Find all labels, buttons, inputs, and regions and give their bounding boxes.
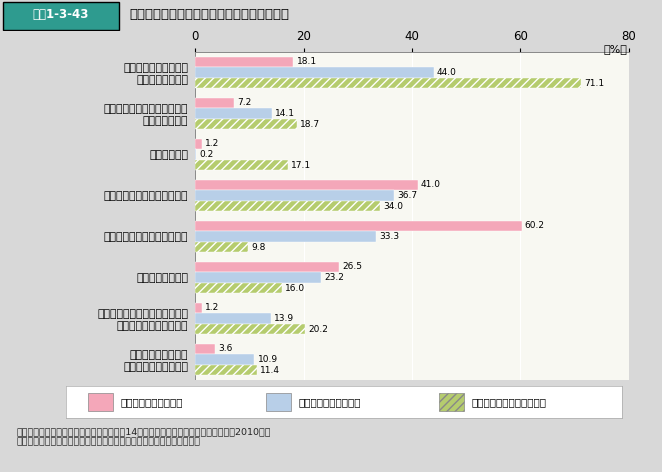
- Bar: [195, 67, 434, 77]
- Text: 11.4: 11.4: [260, 366, 280, 375]
- Text: 34.0: 34.0: [383, 202, 402, 211]
- Bar: [195, 98, 234, 108]
- Text: 26.5: 26.5: [342, 262, 362, 271]
- Bar: [195, 365, 257, 375]
- Text: 33.3: 33.3: [379, 232, 399, 241]
- Bar: [195, 119, 297, 129]
- Bar: [195, 149, 197, 160]
- Text: 0.2: 0.2: [200, 150, 214, 159]
- Bar: [195, 231, 376, 242]
- Bar: [195, 272, 321, 283]
- Text: 7.2: 7.2: [238, 98, 252, 107]
- Text: 13.9: 13.9: [274, 314, 294, 323]
- Text: 18.7: 18.7: [300, 120, 320, 129]
- Bar: [195, 344, 214, 354]
- Text: 17.1: 17.1: [291, 160, 311, 170]
- Bar: [195, 324, 305, 334]
- Bar: [195, 313, 271, 324]
- Text: 36.7: 36.7: [397, 191, 418, 200]
- Text: 理想２人以上予定１人: 理想２人以上予定１人: [299, 396, 361, 407]
- Text: 予定子ども数別の理想子ども数を下回る理由: 予定子ども数別の理想子ども数を下回る理由: [129, 8, 289, 21]
- Text: 理想１人以上予定０人: 理想１人以上予定０人: [120, 396, 183, 407]
- Text: （%）: （%）: [604, 44, 628, 54]
- Bar: [195, 57, 293, 67]
- Bar: [195, 261, 339, 272]
- Text: 9.8: 9.8: [252, 243, 266, 252]
- Bar: [195, 190, 394, 201]
- Text: 20.2: 20.2: [308, 325, 328, 334]
- Text: 理想３人以上予定２人以上: 理想３人以上予定２人以上: [471, 396, 546, 407]
- Bar: [89, 393, 113, 411]
- Bar: [195, 283, 282, 293]
- Bar: [195, 201, 379, 211]
- Bar: [195, 160, 288, 170]
- Bar: [195, 303, 202, 313]
- Text: 3.6: 3.6: [218, 344, 232, 353]
- Text: 41.0: 41.0: [421, 180, 441, 189]
- Text: 60.2: 60.2: [525, 221, 545, 230]
- Text: 1.2: 1.2: [205, 303, 219, 312]
- Bar: [195, 78, 581, 88]
- Text: 10.9: 10.9: [258, 355, 278, 364]
- Text: 23.2: 23.2: [324, 273, 344, 282]
- Text: 14.1: 14.1: [275, 109, 295, 118]
- Text: 18.1: 18.1: [297, 57, 317, 66]
- FancyBboxPatch shape: [3, 1, 119, 30]
- Text: 16.0: 16.0: [285, 284, 305, 293]
- Bar: [195, 108, 271, 118]
- Bar: [195, 139, 202, 149]
- Bar: [195, 179, 418, 190]
- Text: 44.0: 44.0: [437, 68, 457, 77]
- Bar: [195, 242, 248, 253]
- Bar: [439, 393, 464, 411]
- Text: 図表1-3-43: 図表1-3-43: [32, 8, 89, 21]
- Text: 1.2: 1.2: [205, 139, 219, 148]
- Bar: [195, 220, 522, 231]
- Bar: [266, 393, 291, 411]
- Bar: [195, 354, 254, 364]
- Text: 71.1: 71.1: [584, 79, 604, 88]
- Text: 資料：国立社会保障・人口問題研究所「第14回出生動向基本調査（夫婦調査）」（2010年）
（注）　対象は、予定子ども数が理想子ども数を下回る初婚同士の夫婦: 資料：国立社会保障・人口問題研究所「第14回出生動向基本調査（夫婦調査）」（20…: [17, 427, 271, 447]
